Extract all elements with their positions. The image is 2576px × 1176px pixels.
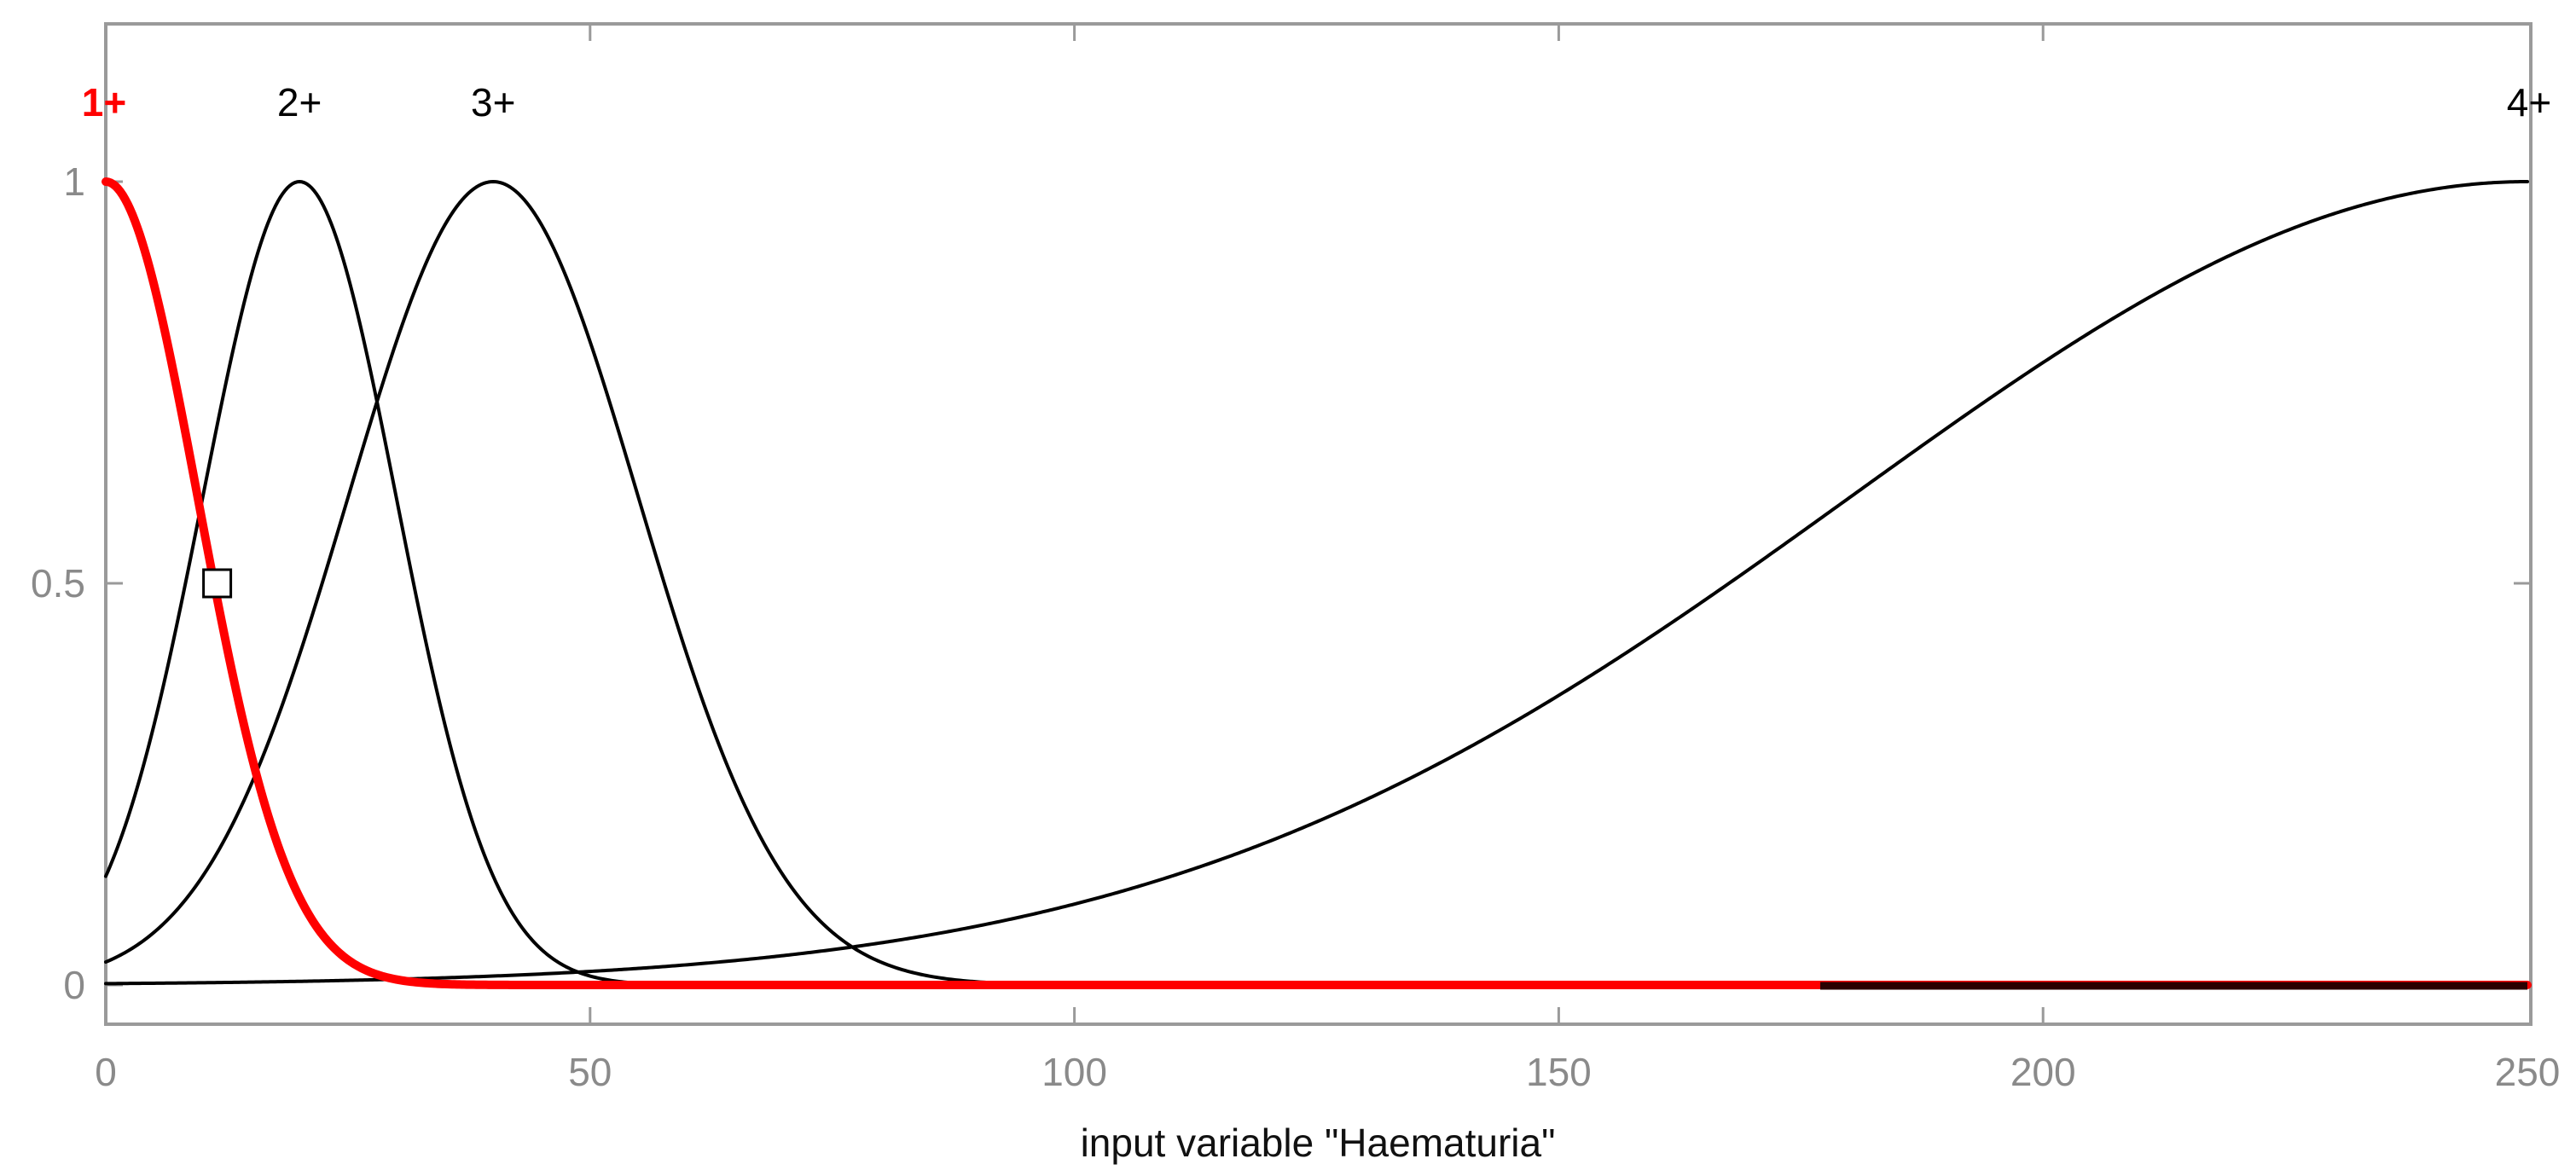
x-tick-label: 0 — [95, 1050, 117, 1094]
y-tick-label: 1 — [63, 159, 85, 204]
series-labels: 1+ 2+ 3+ 4+ — [82, 80, 2551, 125]
selection-marker[interactable] — [202, 568, 233, 599]
series-curves — [102, 177, 2532, 990]
y-tick-label: 0 — [63, 963, 85, 1007]
x-axis: 0 50 100 150 200 250 — [95, 24, 2560, 1094]
series-label-2plus: 2+ — [277, 80, 322, 125]
x-tick-label: 150 — [1526, 1050, 1592, 1094]
x-axis-title: input variable "Haematuria" — [1081, 1121, 1556, 1165]
x-tick-label: 100 — [1041, 1050, 1107, 1094]
x-tick-label: 50 — [568, 1050, 612, 1094]
series-label-4plus: 4+ — [2507, 80, 2551, 125]
plot-frame — [104, 22, 2532, 1026]
y-tick-label: 0.5 — [31, 561, 85, 605]
markers — [202, 568, 233, 599]
x-tick-label: 250 — [2495, 1050, 2561, 1094]
series-label-1plus: 1+ — [82, 80, 126, 125]
x-tick-label: 200 — [2010, 1050, 2076, 1094]
series-curve-4plus — [104, 180, 2529, 986]
series-label-3plus: 3+ — [471, 80, 515, 125]
